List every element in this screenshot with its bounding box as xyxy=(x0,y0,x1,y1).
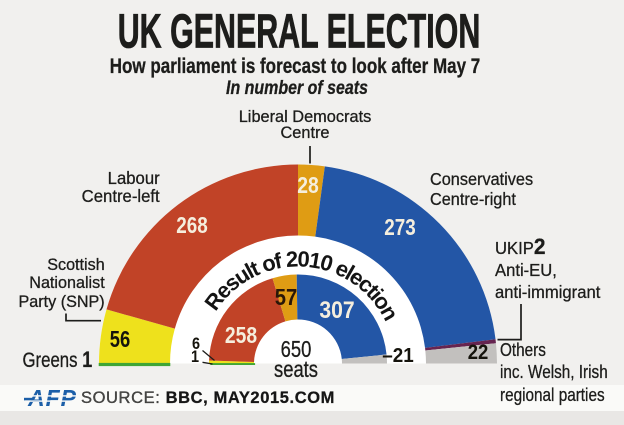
svg-text:AFP: AFP xyxy=(27,386,77,411)
